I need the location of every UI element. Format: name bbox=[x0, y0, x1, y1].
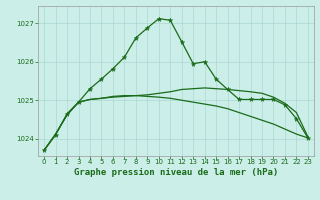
X-axis label: Graphe pression niveau de la mer (hPa): Graphe pression niveau de la mer (hPa) bbox=[74, 168, 278, 177]
